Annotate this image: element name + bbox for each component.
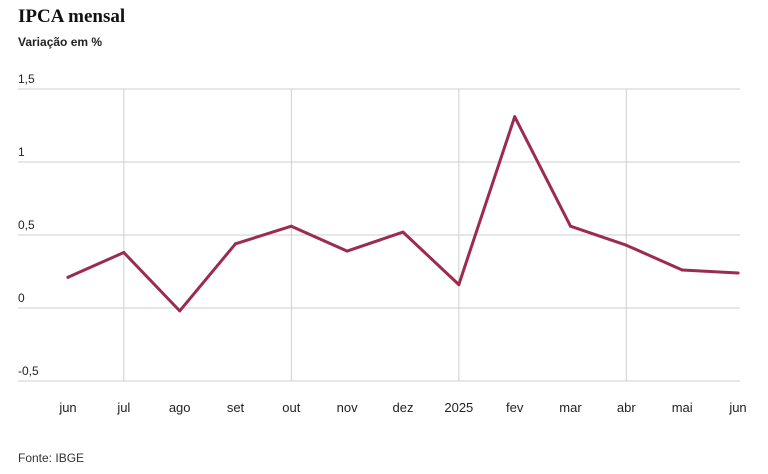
y-tick-label: 0,5 — [18, 218, 35, 232]
chart-title: IPCA mensal — [18, 6, 126, 27]
data-point — [234, 242, 237, 246]
data-point — [569, 224, 572, 228]
data-point — [457, 283, 461, 287]
data-point — [624, 243, 628, 247]
data-point — [289, 224, 293, 228]
series-line — [66, 115, 740, 313]
x-tick-label: jun — [58, 400, 76, 415]
data-point — [178, 309, 182, 313]
data-point — [122, 251, 126, 255]
data-point — [736, 271, 740, 275]
x-tick-label: dez — [393, 400, 414, 415]
data-point — [680, 268, 684, 272]
x-tick-label: ago — [169, 400, 191, 415]
y-tick-label: 1 — [18, 145, 25, 159]
x-tick-label: mar — [559, 400, 582, 415]
x-tick-label: out — [282, 400, 300, 415]
chart-subtitle: Variação em % — [18, 35, 103, 49]
x-tick-label: mai — [672, 400, 693, 415]
data-point — [401, 230, 405, 234]
x-tick-label: set — [227, 400, 245, 415]
chart-source: Fonte: IBGE — [18, 451, 85, 465]
x-tick-label: abr — [617, 400, 636, 415]
x-tick-label: jun — [728, 400, 746, 415]
x-tick-label: fev — [506, 400, 524, 415]
x-tick-label: 2025 — [444, 400, 473, 415]
y-tick-label: -0,5 — [18, 364, 39, 378]
data-point — [66, 275, 70, 279]
x-tick-label: nov — [337, 400, 358, 415]
x-tick-label: jul — [116, 400, 130, 415]
data-point — [345, 249, 349, 253]
data-point — [513, 115, 517, 119]
y-tick-label: 1,5 — [18, 72, 35, 86]
y-tick-label: 0 — [18, 291, 25, 305]
